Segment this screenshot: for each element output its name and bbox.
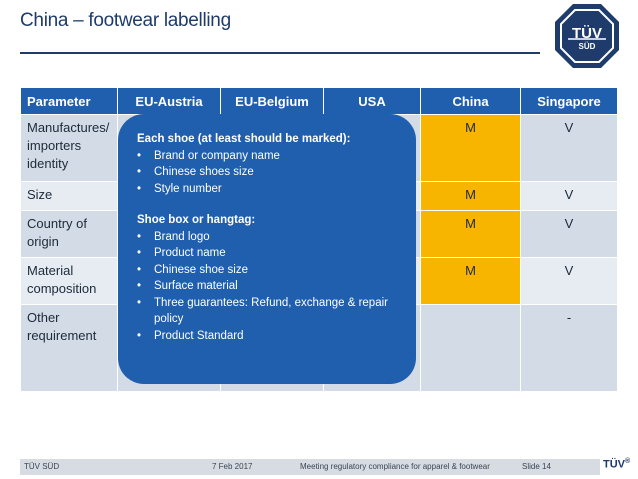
footer-logo-text: TÜV [603, 458, 625, 471]
china-cell [420, 304, 521, 392]
table-header-row: Parameter EU-Austria EU-Belgium USA Chin… [20, 87, 618, 115]
list-item: Product Standard [137, 328, 402, 345]
header-usa: USA [323, 87, 421, 115]
callout-heading-box: Shoe box or hangtag: [137, 214, 256, 226]
parameter-cell: Size [20, 181, 118, 211]
list-item: Style number [137, 181, 402, 198]
header-parameter: Parameter [20, 87, 118, 115]
parameter-cell: Manufactures/ importers identity [20, 114, 118, 182]
list-item: Product name [137, 245, 402, 262]
callout-heading-shoe: Each shoe (at least should be marked): [137, 133, 351, 145]
list-item: Brand logo [137, 229, 402, 246]
box-hangtag-list: Brand logo Product name Chinese shoe siz… [137, 229, 402, 345]
shoe-marking-list: Brand or company name Chinese shoes size… [137, 148, 402, 198]
singapore-cell: V [520, 181, 618, 211]
list-item: Chinese shoe size [137, 262, 402, 279]
logo-main-text: TÜV [572, 25, 602, 42]
china-cell: M [420, 181, 521, 211]
singapore-cell: - [520, 304, 618, 392]
singapore-cell: V [520, 210, 618, 258]
parameter-cell: Other requirement [20, 304, 118, 392]
list-item: Three guarantees: Refund, exchange & rep… [137, 295, 402, 328]
registered-mark: ® [625, 458, 631, 465]
footer-bar [20, 459, 600, 475]
header-eu-austria: EU-Austria [117, 87, 221, 115]
header-eu-belgium: EU-Belgium [220, 87, 324, 115]
footer-date: 7 Feb 2017 [212, 462, 253, 471]
tuv-sud-logo: TÜV SÜD [553, 2, 621, 70]
china-cell: M [420, 114, 521, 182]
parameter-cell: Material composition [20, 257, 118, 305]
logo-sub-text: SÜD [578, 42, 596, 51]
title-divider [20, 52, 540, 54]
china-cell: M [420, 210, 521, 258]
footer-company: TÜV SÜD [24, 462, 60, 471]
china-requirements-callout: Each shoe (at least should be marked): B… [118, 114, 416, 384]
footer-slide-number: Slide 14 [522, 462, 551, 471]
slide-title: China – footwear labelling [20, 10, 231, 31]
list-item: Chinese shoes size [137, 164, 402, 181]
footer-tuv-logo: TÜV® [603, 458, 630, 471]
list-item: Brand or company name [137, 148, 402, 165]
singapore-cell: V [520, 114, 618, 182]
list-item: Surface material [137, 278, 402, 295]
header-china: China [420, 87, 521, 115]
singapore-cell: V [520, 257, 618, 305]
footer-topic: Meeting regulatory compliance for appare… [300, 462, 490, 471]
china-cell: M [420, 257, 521, 305]
parameter-cell: Country of origin [20, 210, 118, 258]
header-singapore: Singapore [520, 87, 618, 115]
logo-octagon-icon [555, 4, 619, 68]
